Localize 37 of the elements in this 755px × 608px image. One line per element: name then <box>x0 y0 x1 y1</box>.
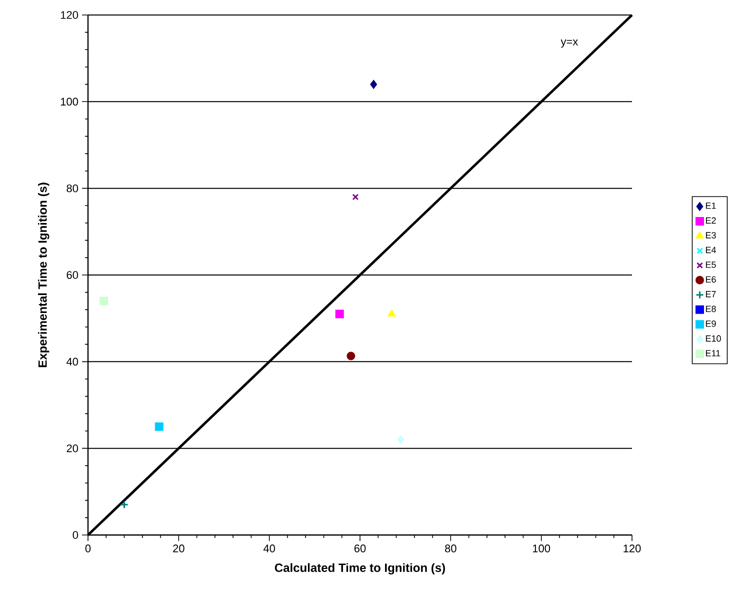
legend-label: E2 <box>706 217 716 224</box>
x-tick-label: 80 <box>445 544 456 552</box>
x-tick-label: 20 <box>173 544 184 552</box>
legend-label: E11 <box>706 350 720 356</box>
x-tick-label: 120 <box>624 544 641 552</box>
legend-label: E1 <box>706 202 716 209</box>
y-tick-label: 120 <box>60 11 78 19</box>
point <box>388 310 396 316</box>
point <box>397 435 404 444</box>
point <box>346 352 356 360</box>
y-tick-label: 0 <box>72 531 78 539</box>
y-axis-title: Experimental Time to Ignition (s) <box>38 182 50 368</box>
point <box>352 194 359 200</box>
x-tick-label: 100 <box>532 544 550 552</box>
annotation: y=x <box>560 40 578 48</box>
x-axis-title: Calculated Time to Ignition (s) <box>274 563 445 574</box>
legend-label: E8 <box>706 306 716 312</box>
y-tick-label: 40 <box>66 358 78 366</box>
y-tick-label: 100 <box>60 98 78 106</box>
point <box>100 296 108 306</box>
x-tick-label: 40 <box>263 544 276 552</box>
legend-label: E3 <box>706 232 716 238</box>
legend-label: E10 <box>706 335 721 342</box>
point <box>335 310 344 318</box>
legend-label: E7 <box>706 291 716 298</box>
legend-label: E4 <box>706 246 716 254</box>
legend-label: E9 <box>706 320 716 327</box>
legend-label: E6 <box>706 276 716 283</box>
x-tick-label: 60 <box>354 544 366 552</box>
y-tick-label: 20 <box>66 444 78 452</box>
x-tick-label: 0 <box>85 544 91 552</box>
y-tick-label: 80 <box>66 184 78 192</box>
point <box>154 422 164 431</box>
y-tick-label: 60 <box>66 271 78 279</box>
legend-label: E5 <box>706 262 716 268</box>
point <box>120 500 129 509</box>
point <box>370 80 377 89</box>
